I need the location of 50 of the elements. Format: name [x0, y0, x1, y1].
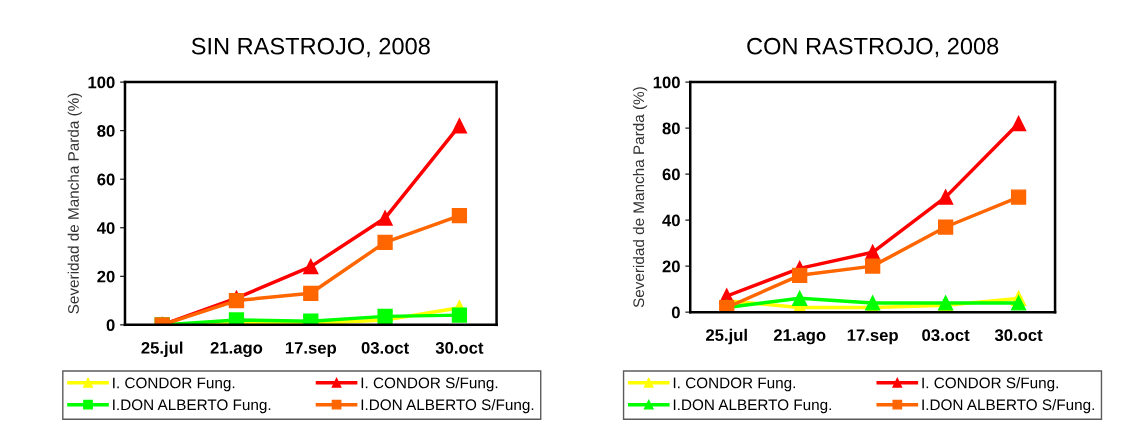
- x-tick-label: 25.jul: [141, 341, 183, 358]
- legend-label: I.DON ALBERTO S/Fung.: [361, 398, 534, 414]
- x-tick-label: 17.sep: [285, 342, 337, 358]
- legend-label: I.DON ALBERTO Fung.: [113, 399, 271, 414]
- point: [937, 189, 954, 205]
- y-axis-title: Severidad de Mancha Parda (%): [632, 87, 648, 308]
- y-tick-label: 100: [88, 76, 115, 89]
- y-tick-label: 20: [97, 270, 115, 283]
- legend-label: I.DON ALBERTO Fung.: [673, 399, 831, 414]
- chart-title: CON RASTROJO, 2008: [747, 37, 999, 58]
- x-tick-label: 30.oct: [994, 329, 1043, 342]
- point: [865, 295, 881, 311]
- point: [451, 307, 468, 323]
- y-tick-label: 60: [97, 173, 115, 186]
- point: [377, 210, 393, 226]
- y-tick-label: 0: [106, 319, 115, 332]
- y-tick-label: 40: [662, 214, 680, 227]
- legend-label: I. CONDOR S/Fung.: [922, 377, 1058, 392]
- point: [865, 258, 881, 274]
- point: [303, 285, 319, 301]
- x-tick-label: 03.oct: [922, 329, 970, 342]
- x-tick-label: 25.jul: [706, 328, 747, 345]
- y-tick-label: 100: [653, 76, 680, 89]
- point: [792, 290, 808, 306]
- point: [377, 234, 393, 250]
- x-tick-label: 30.oct: [435, 341, 484, 354]
- point: [303, 258, 319, 275]
- y-tick-label: 80: [662, 122, 680, 135]
- point: [451, 207, 468, 224]
- x-tick-label: 17.sep: [847, 329, 898, 345]
- point: [1010, 189, 1027, 205]
- point: [1010, 115, 1027, 132]
- point: [451, 118, 468, 134]
- y-axis-title: Severidad de Mancha Parda (%): [67, 93, 82, 314]
- legend-label: I. CONDOR Fung.: [113, 377, 235, 392]
- point: [792, 267, 808, 283]
- legend-label: I. CONDOR S/Fung.: [361, 377, 498, 392]
- point: [1010, 295, 1027, 311]
- y-tick-label: 40: [96, 222, 115, 234]
- y-tick-label: 0: [671, 306, 680, 319]
- y-tick-label: 20: [662, 260, 680, 273]
- y-tick-label: 80: [97, 125, 115, 137]
- legend-label: I. CONDOR Fung.: [673, 377, 795, 392]
- legend-label: I.DON ALBERTO S/Fung.: [922, 398, 1094, 414]
- x-tick-label: 21.ago: [210, 341, 263, 358]
- x-tick-label: 03.oct: [361, 341, 409, 354]
- x-tick-label: 21.ago: [773, 329, 826, 345]
- y-tick-label: 60: [662, 168, 680, 181]
- chart-title: SIN RASTROJO, 2008: [191, 37, 430, 58]
- point: [937, 219, 954, 235]
